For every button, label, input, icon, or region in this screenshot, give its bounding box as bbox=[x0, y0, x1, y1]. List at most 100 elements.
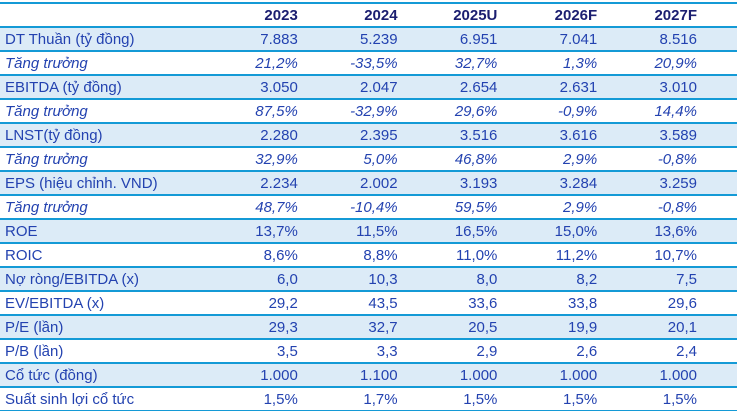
value-cell: 3.259 bbox=[659, 174, 697, 192]
value-cell: -0,9% bbox=[558, 102, 598, 120]
header-cell-year: 2023 bbox=[238, 3, 338, 28]
value-cell: 8,2 bbox=[576, 270, 598, 288]
value-cell: 33,6 bbox=[468, 294, 498, 312]
value-cell: 3.616 bbox=[559, 126, 598, 144]
value-cell: 8,8% bbox=[363, 246, 398, 264]
value-cell: 11,0% bbox=[455, 246, 498, 264]
table-row: Tăng trưởng 48,7% -10,4% 59,5% 2,9% -0,8% bbox=[0, 195, 737, 219]
table-row: ROIC 8,6% 8,8% 11,0% 11,2% 10,7% bbox=[0, 243, 737, 267]
row-label: Tăng trưởng bbox=[5, 54, 88, 72]
table-row: Tăng trưởng 32,9% 5,0% 46,8% 2,9% -0,8% bbox=[0, 147, 737, 171]
value-cell: 2.395 bbox=[360, 126, 398, 144]
value-cell: 11,5% bbox=[356, 222, 398, 240]
row-label: LNST(tỷ đồng) bbox=[5, 126, 103, 144]
value-cell: 87,5% bbox=[255, 102, 298, 120]
value-cell: 3.284 bbox=[559, 174, 598, 192]
value-cell: 3.010 bbox=[659, 78, 697, 96]
row-label: Tăng trưởng bbox=[5, 198, 88, 216]
row-label: P/B (lần) bbox=[5, 342, 64, 360]
value-cell: -10,4% bbox=[350, 198, 398, 216]
value-cell: 32,7% bbox=[454, 54, 498, 72]
value-cell: 32,9% bbox=[255, 150, 298, 168]
value-cell: 2.047 bbox=[360, 78, 398, 96]
table-row: Tăng trưởng 87,5% -32,9% 29,6% -0,9% 14,4% bbox=[0, 99, 737, 123]
value-cell: 2,6 bbox=[576, 342, 598, 360]
table-row: P/B (lần) 3,5 3,3 2,9 2,6 2,4 bbox=[0, 339, 737, 363]
value-cell: 29,6 bbox=[667, 294, 697, 312]
row-label: Cổ tức (đồng) bbox=[5, 366, 98, 384]
value-cell: 59,5% bbox=[454, 198, 498, 216]
value-cell: 7,5 bbox=[676, 270, 697, 288]
value-cell: 33,8 bbox=[567, 294, 598, 312]
value-cell: 2.002 bbox=[360, 174, 398, 192]
value-cell: 1,5% bbox=[662, 390, 697, 408]
value-cell: 32,7 bbox=[368, 318, 398, 336]
value-cell: 29,6% bbox=[454, 102, 498, 120]
value-cell: 8,6% bbox=[263, 246, 298, 264]
header-cell-empty bbox=[0, 3, 238, 28]
row-label: Suất sinh lợi cổ tức bbox=[5, 390, 135, 408]
value-cell: 2,4 bbox=[676, 342, 697, 360]
value-cell: 13,6% bbox=[654, 222, 697, 240]
value-cell: -0,8% bbox=[657, 150, 697, 168]
row-label: Tăng trưởng bbox=[5, 150, 88, 168]
value-cell: 2.654 bbox=[459, 78, 498, 96]
table-row: EBITDA (tỷ đồng) 3.050 2.047 2.654 2.631 3.01… bbox=[0, 75, 737, 99]
value-cell: -33,5% bbox=[350, 54, 398, 72]
value-cell: 2.631 bbox=[559, 78, 598, 96]
value-cell: 1.000 bbox=[559, 366, 598, 384]
table-row: EPS (hiệu chỉnh. VND) 2.234 2.002 3.193 3.28… bbox=[0, 171, 737, 195]
value-cell: -0,8% bbox=[657, 198, 697, 216]
value-cell: 7.883 bbox=[260, 30, 298, 48]
table-row: EV/EBITDA (x) 29,2 43,5 33,6 33,8 29,6 bbox=[0, 291, 737, 315]
value-cell: 3,5 bbox=[276, 342, 298, 360]
value-cell: -32,9% bbox=[350, 102, 398, 120]
financial-summary-table: 2023 2024 2025U 2026F 2027F DT Thuần (tỷ đồn… bbox=[0, 2, 737, 411]
value-cell: 2,9 bbox=[476, 342, 498, 360]
value-cell: 20,5 bbox=[468, 318, 498, 336]
value-cell: 7.041 bbox=[559, 30, 598, 48]
value-cell: 19,9 bbox=[567, 318, 598, 336]
value-cell: 3,3 bbox=[376, 342, 398, 360]
value-cell: 29,3 bbox=[268, 318, 298, 336]
value-cell: 5.239 bbox=[360, 30, 398, 48]
value-cell: 1,5% bbox=[463, 390, 498, 408]
row-label: EV/EBITDA (x) bbox=[5, 294, 105, 312]
value-cell: 13,7% bbox=[255, 222, 298, 240]
value-cell: 1.000 bbox=[260, 366, 298, 384]
value-cell: 11,2% bbox=[555, 246, 598, 264]
row-label: EPS (hiệu chỉnh. VND) bbox=[5, 174, 158, 192]
value-cell: 20,1 bbox=[667, 318, 697, 336]
value-cell: 3.050 bbox=[260, 78, 298, 96]
row-label: Tăng trưởng bbox=[5, 102, 88, 120]
value-cell: 3.589 bbox=[659, 126, 697, 144]
value-cell: 16,5% bbox=[454, 222, 498, 240]
table-row: Tăng trưởng 21,2% -33,5% 32,7% 1,3% 20,9% bbox=[0, 51, 737, 75]
header-cell-year: 2024 bbox=[337, 3, 438, 28]
row-label: ROIC bbox=[5, 246, 43, 264]
header-cell-year: 2027F bbox=[637, 3, 737, 28]
row-label: Nợ ròng/EBITDA (x) bbox=[5, 270, 140, 288]
value-cell: 6,0 bbox=[276, 270, 298, 288]
value-cell: 14,4% bbox=[654, 102, 697, 120]
value-cell: 2,9% bbox=[562, 150, 598, 168]
value-cell: 10,7% bbox=[654, 246, 697, 264]
value-cell: 6.951 bbox=[459, 30, 498, 48]
value-cell: 20,9% bbox=[654, 54, 697, 72]
value-cell: 1,7% bbox=[363, 390, 398, 408]
value-cell: 2.280 bbox=[260, 126, 298, 144]
value-cell: 1,5% bbox=[263, 390, 298, 408]
row-label: EBITDA (tỷ đồng) bbox=[5, 78, 122, 96]
value-cell: 43,5 bbox=[368, 294, 398, 312]
value-cell: 1.100 bbox=[360, 366, 398, 384]
table-row: DT Thuần (tỷ đồng) 7.883 5.239 6.951 7.041 8.… bbox=[0, 27, 737, 51]
value-cell: 8.516 bbox=[659, 30, 697, 48]
table-row: Cổ tức (đồng) 1.000 1.100 1.000 1.000 1.000 bbox=[0, 363, 737, 387]
table-row: P/E (lần) 29,3 32,7 20,5 19,9 20,1 bbox=[0, 315, 737, 339]
value-cell: 8,0 bbox=[476, 270, 498, 288]
value-cell: 1.000 bbox=[659, 366, 697, 384]
header-cell-year: 2026F bbox=[537, 3, 638, 28]
value-cell: 15,0% bbox=[554, 222, 598, 240]
value-cell: 21,2% bbox=[255, 54, 298, 72]
